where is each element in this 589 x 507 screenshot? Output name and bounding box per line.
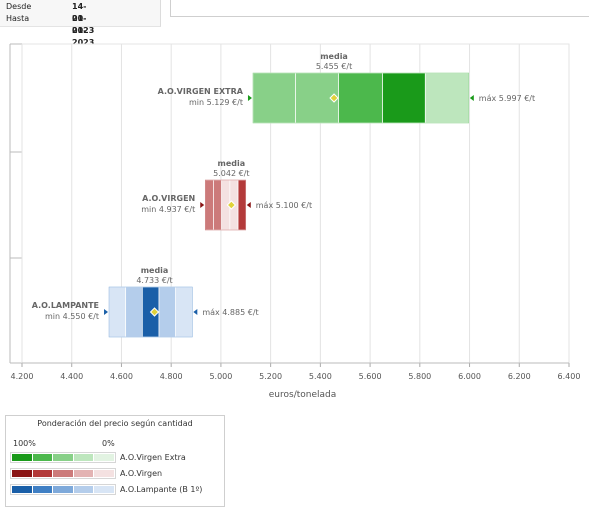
range-box-a-o-lampante bbox=[108, 286, 193, 338]
range-segment-a-o-virgen-extra bbox=[252, 72, 296, 124]
x-tick-label: 5.600 bbox=[359, 372, 382, 381]
x-tick-label: 4.200 bbox=[11, 372, 34, 381]
legend-color-strip bbox=[10, 452, 116, 463]
media-title-a-o-virgen-extra: media bbox=[320, 52, 348, 61]
range-segment-a-o-lampante bbox=[108, 286, 127, 338]
legend-swatch bbox=[12, 486, 32, 493]
legend-swatch bbox=[32, 486, 53, 493]
legend-swatch bbox=[73, 454, 94, 461]
min-label-a-o-lampante: min 4.550 €/t bbox=[45, 312, 99, 321]
range-segment-a-o-lampante bbox=[175, 286, 193, 338]
media-marker-a-o-virgen-extra bbox=[329, 93, 339, 103]
media-label-a-o-virgen-extra: 5.455 €/t bbox=[316, 62, 352, 71]
legend-swatch bbox=[73, 486, 94, 493]
legend-swatch bbox=[94, 454, 114, 461]
media-title-a-o-lampante: media bbox=[141, 266, 169, 275]
range-segment-a-o-virgen bbox=[204, 179, 214, 231]
max-label-a-o-virgen: máx 5.100 €/t bbox=[256, 201, 312, 210]
range-segment-a-o-virgen bbox=[237, 179, 247, 231]
max-arrow-a-o-virgen-extra bbox=[469, 95, 474, 101]
legend-label: A.O.Lampante (B 1º) bbox=[120, 485, 203, 494]
min-label-a-o-virgen-extra: min 5.129 €/t bbox=[189, 98, 243, 107]
media-title-a-o-virgen: media bbox=[218, 159, 246, 168]
series-name-a-o-virgen: A.O.VIRGEN bbox=[142, 194, 195, 203]
media-label-a-o-virgen: 5.042 €/t bbox=[213, 169, 249, 178]
legend-label: A.O.Virgen bbox=[120, 469, 163, 478]
legend-panel: Ponderación del precio según cantidad 10… bbox=[5, 415, 225, 507]
min-label-a-o-virgen: min 4.937 €/t bbox=[141, 205, 195, 214]
series-name-a-o-virgen-extra: A.O.VIRGEN EXTRA bbox=[158, 87, 244, 96]
legend-swatch bbox=[12, 470, 32, 477]
legend-swatch bbox=[12, 454, 32, 461]
x-axis-title: euros/tonelada bbox=[269, 390, 337, 400]
series-name-a-o-lampante: A.O.LAMPANTE bbox=[32, 301, 99, 310]
legend-swatch bbox=[73, 470, 94, 477]
max-arrow-a-o-virgen bbox=[246, 202, 251, 208]
range-segment-a-o-lampante bbox=[158, 286, 177, 338]
legend-swatch bbox=[53, 470, 73, 477]
range-segment-a-o-lampante bbox=[125, 286, 143, 338]
date-to-label: Hasta bbox=[6, 14, 30, 23]
legend-color-strip bbox=[10, 468, 116, 479]
min-arrow-a-o-lampante bbox=[104, 309, 109, 315]
legend-swatch bbox=[32, 454, 53, 461]
range-segment-a-o-virgen-extra bbox=[382, 72, 426, 124]
range-box-a-o-virgen-extra bbox=[252, 72, 470, 124]
date-to-value: 20-01-2023 bbox=[72, 14, 95, 47]
date-from-label: Desde bbox=[6, 2, 32, 11]
x-tick-label: 5.800 bbox=[408, 372, 431, 381]
media-label-a-o-lampante: 4.733 €/t bbox=[136, 276, 172, 285]
legend-label: A.O.Virgen Extra bbox=[120, 453, 186, 462]
x-tick-label: 6.200 bbox=[508, 372, 531, 381]
range-box-a-o-virgen bbox=[204, 179, 247, 231]
legend-swatch bbox=[32, 470, 53, 477]
range-segment-a-o-virgen bbox=[213, 179, 223, 231]
top-panel-frame bbox=[170, 0, 589, 17]
x-tick-label: 5.000 bbox=[209, 372, 232, 381]
max-label-a-o-virgen-extra: máx 5.997 €/t bbox=[479, 94, 535, 103]
media-marker-a-o-virgen bbox=[226, 200, 237, 210]
price-range-chart: 4.200 4.400 4.600 4.800 5.000 5.200 5.400 5.600… bbox=[9, 43, 581, 400]
date-range-panel: Desde 14-01-2023 Hasta 20-01-2023 bbox=[0, 0, 161, 47]
x-tick-label: 4.600 bbox=[110, 372, 133, 381]
max-label-a-o-lampante: máx 4.885 €/t bbox=[202, 308, 258, 317]
legend-scale-left: 100% bbox=[13, 439, 36, 448]
date-from-value: 14-01-2023 bbox=[72, 2, 95, 35]
max-arrow-a-o-lampante bbox=[193, 309, 198, 315]
x-tick-label: 4.800 bbox=[160, 372, 183, 381]
x-tick-label: 6.000 bbox=[458, 372, 481, 381]
range-segment-a-o-virgen-extra bbox=[424, 72, 470, 124]
range-segment-a-o-virgen-extra bbox=[338, 72, 383, 124]
legend-color-strip bbox=[10, 484, 116, 495]
x-tick-label: 6.400 bbox=[558, 372, 581, 381]
legend-title: Ponderación del precio según cantidad bbox=[37, 419, 193, 428]
legend-swatch bbox=[53, 454, 73, 461]
legend-swatch bbox=[94, 486, 114, 493]
legend-scale-right: 0% bbox=[102, 439, 115, 448]
legend-swatch bbox=[94, 470, 114, 477]
x-tick-label: 5.200 bbox=[259, 372, 282, 381]
legend-swatch bbox=[53, 486, 73, 493]
x-tick-label: 4.400 bbox=[60, 372, 83, 381]
x-tick-label: 5.400 bbox=[309, 372, 332, 381]
media-marker-a-o-lampante bbox=[149, 307, 160, 317]
min-arrow-a-o-virgen bbox=[200, 202, 205, 208]
min-arrow-a-o-virgen-extra bbox=[247, 95, 252, 101]
